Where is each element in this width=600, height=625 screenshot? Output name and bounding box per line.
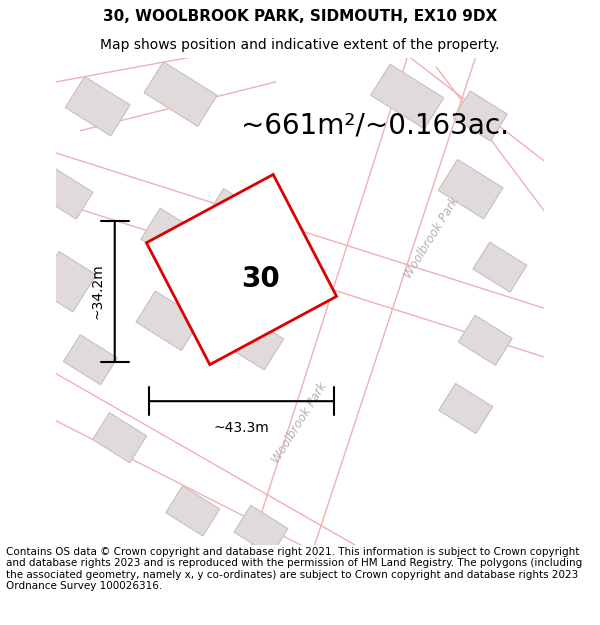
Polygon shape [473, 242, 527, 292]
Polygon shape [454, 91, 508, 141]
Polygon shape [36, 251, 96, 312]
Text: 30: 30 [242, 266, 280, 293]
Polygon shape [371, 64, 444, 129]
Polygon shape [65, 76, 130, 136]
Text: Woolbrook Park: Woolbrook Park [401, 195, 462, 281]
Polygon shape [141, 208, 206, 268]
Polygon shape [146, 174, 337, 364]
Text: ~661m²/~0.163ac.: ~661m²/~0.163ac. [241, 112, 509, 140]
Text: ~43.3m: ~43.3m [214, 421, 269, 435]
Polygon shape [219, 311, 284, 370]
Polygon shape [234, 506, 288, 556]
Polygon shape [92, 412, 146, 462]
Polygon shape [64, 335, 118, 385]
Polygon shape [136, 291, 201, 351]
Polygon shape [144, 62, 217, 126]
Text: Map shows position and indicative extent of the property.: Map shows position and indicative extent… [100, 38, 500, 52]
Text: Woolbrook Park: Woolbrook Park [270, 381, 330, 466]
Polygon shape [204, 189, 269, 248]
Polygon shape [439, 384, 493, 434]
Polygon shape [166, 486, 220, 536]
Text: Contains OS data © Crown copyright and database right 2021. This information is : Contains OS data © Crown copyright and d… [6, 547, 582, 591]
Polygon shape [39, 169, 93, 219]
Text: 30, WOOLBROOK PARK, SIDMOUTH, EX10 9DX: 30, WOOLBROOK PARK, SIDMOUTH, EX10 9DX [103, 9, 497, 24]
Polygon shape [438, 159, 503, 219]
Text: ~34.2m: ~34.2m [91, 264, 105, 319]
Polygon shape [458, 315, 512, 365]
